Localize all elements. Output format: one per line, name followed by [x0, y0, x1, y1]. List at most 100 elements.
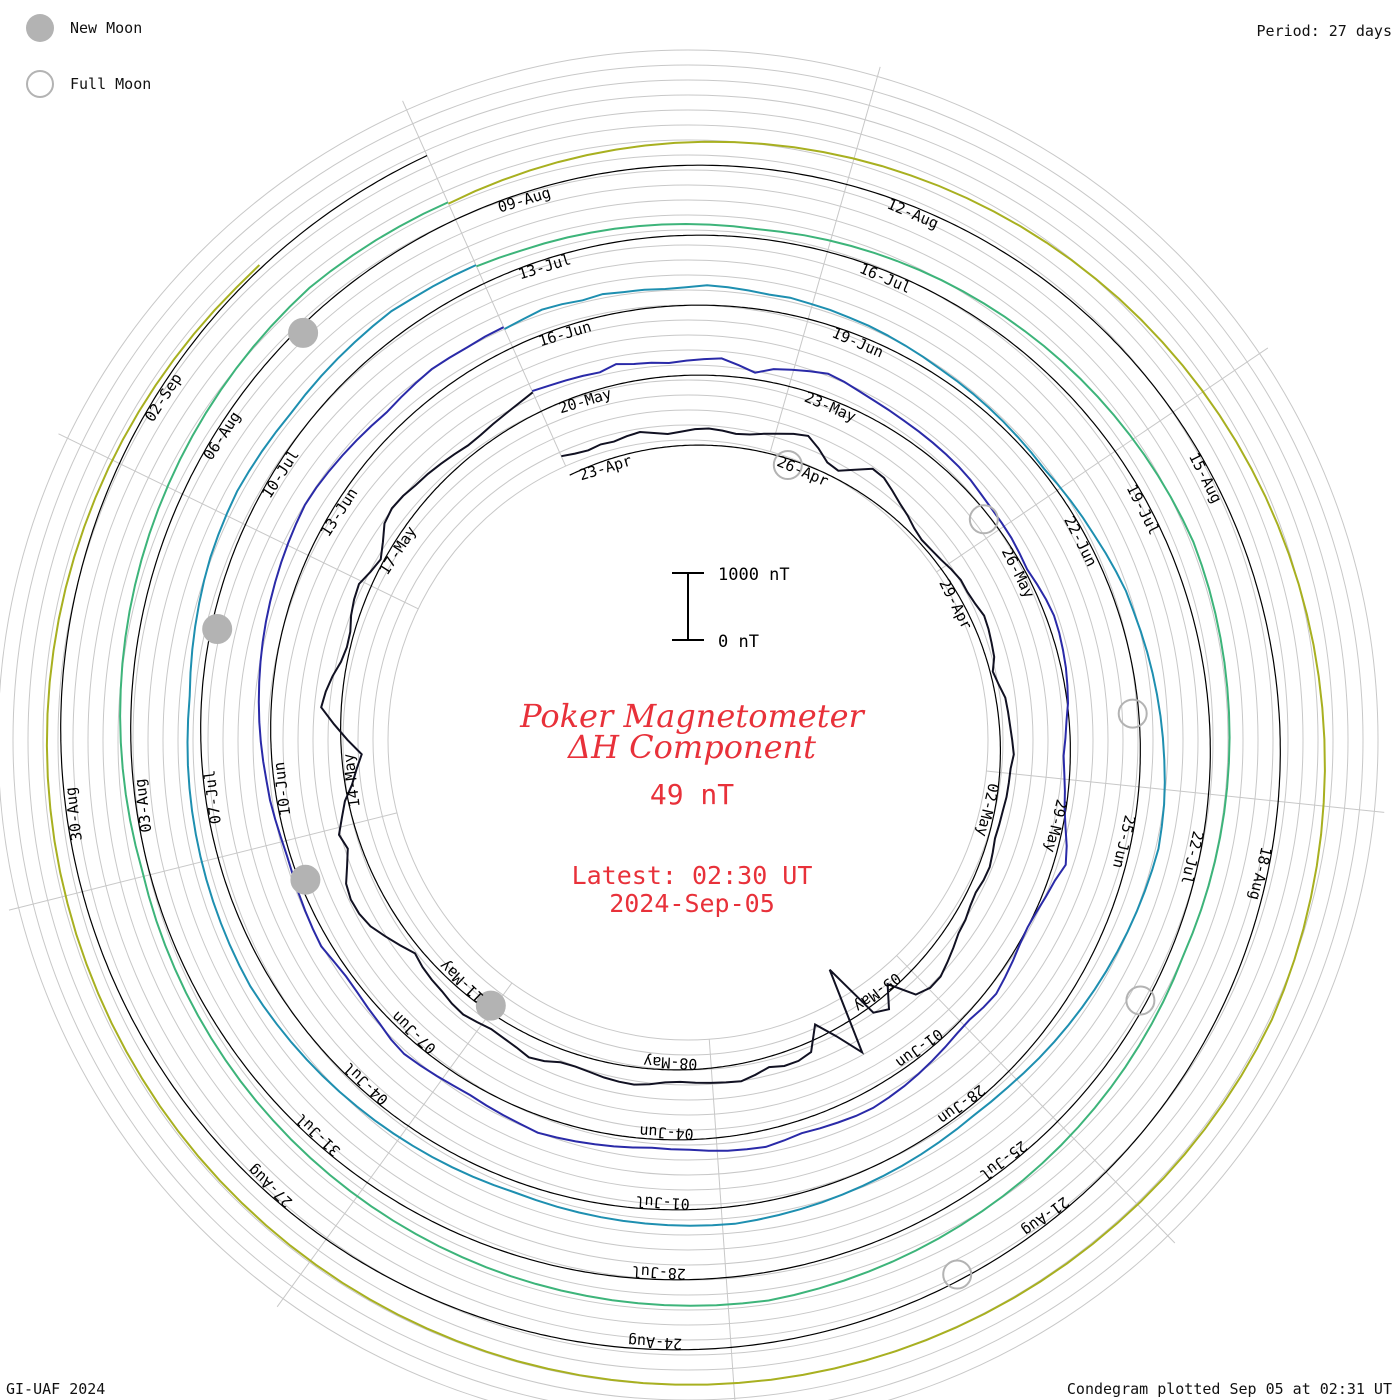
- grid-ring: [72, 124, 1304, 1356]
- grid-ring: [162, 214, 1214, 1266]
- series-line-rotation-2: [257, 326, 1070, 1152]
- grid-ring: [117, 169, 1259, 1311]
- grid-ring: [57, 109, 1319, 1371]
- full-moon-marker: [1117, 698, 1148, 729]
- date-label: 22-Jul: [1177, 829, 1207, 886]
- grid-ring: [372, 424, 1004, 1056]
- scale-bar: 1000 nT 0 nT: [672, 565, 790, 652]
- baseline-layer: [60, 155, 1281, 1351]
- current-value: 49 nT: [650, 778, 734, 811]
- series-line-rotation-1: [320, 391, 1015, 1086]
- grid-ring: [312, 364, 1064, 1116]
- date-label: 27-Aug: [244, 1161, 296, 1211]
- grid-layer: [0, 49, 1379, 1400]
- legend-new-moon-label: New Moon: [70, 19, 143, 37]
- day-spoke: [936, 347, 1269, 573]
- day-spoke: [896, 955, 1176, 1244]
- grid-ring: [237, 289, 1139, 1191]
- legend-full-moon-label: Full Moon: [70, 75, 152, 93]
- grid-ring: [87, 139, 1289, 1341]
- series-line-rotation-3: [186, 264, 1166, 1227]
- grid-ring: [27, 79, 1349, 1400]
- scale-top-label: 1000 nT: [718, 565, 790, 585]
- date-label: 28-Jul: [631, 1262, 686, 1283]
- date-label: 04-Jul: [340, 1059, 392, 1109]
- day-spoke: [8, 812, 398, 911]
- spoke-layer: [8, 66, 1385, 1400]
- date-label: 12-Aug: [884, 195, 941, 233]
- date-label: 19-Jul: [1123, 481, 1164, 537]
- scale-bottom-label: 0 nT: [718, 632, 759, 652]
- grid-ring: [342, 394, 1034, 1086]
- day-spoke: [708, 1039, 736, 1400]
- date-label: 24-Aug: [627, 1332, 682, 1353]
- date-label: 04-Jun: [639, 1122, 694, 1143]
- grid-ring: [267, 319, 1109, 1161]
- date-label: 01-Jul: [635, 1192, 690, 1213]
- series-line-rotation-4: [119, 201, 1231, 1307]
- day-spoke: [769, 66, 881, 452]
- date-label: 13-Jul: [516, 250, 573, 283]
- day-spoke: [276, 982, 513, 1308]
- date-label: 07-Jun: [388, 1008, 440, 1058]
- date-label: 23-May: [802, 388, 859, 426]
- date-label: 31-Jul: [292, 1110, 344, 1160]
- period-label: Period: 27 days: [1256, 22, 1392, 40]
- legend-new-moon: New Moon: [26, 14, 142, 42]
- grid-ring: [327, 379, 1049, 1101]
- full-moon-icon: [26, 70, 54, 98]
- grid-ring: [12, 64, 1364, 1400]
- moon-layer: [202, 317, 1156, 1290]
- grid-ring: [177, 229, 1199, 1251]
- new-moon-marker: [288, 317, 319, 348]
- full-moon-marker: [1125, 985, 1156, 1016]
- full-moon-marker: [968, 504, 999, 535]
- chart-title-line2: ΔH Component: [566, 728, 816, 766]
- date-label: 26-Apr: [774, 452, 831, 490]
- grid-ring: [222, 274, 1154, 1206]
- full-moon-marker: [772, 450, 803, 480]
- date-label: 20-May: [557, 384, 614, 417]
- series-layer: [45, 140, 1326, 1386]
- plot-timestamp: Condegram plotted Sep 05 at 02:31 UT: [1066, 1380, 1392, 1398]
- grid-ring: [0, 49, 1379, 1400]
- date-label: 15-Aug: [1185, 450, 1226, 506]
- baseline-spiral: [60, 155, 1281, 1351]
- date-label: 07-Jul: [200, 769, 224, 825]
- date-label: 08-May: [643, 1052, 698, 1073]
- grid-ring: [387, 439, 989, 1041]
- day-spoke: [58, 433, 419, 610]
- grid-ring: [192, 244, 1184, 1236]
- credit-label: GI-UAF 2024: [6, 1380, 106, 1398]
- new-moon-marker: [475, 990, 506, 1021]
- grid-ring: [132, 184, 1244, 1296]
- day-spoke: [986, 770, 1385, 813]
- date-label: 29-Apr: [935, 576, 976, 632]
- date-label: 13-Jun: [317, 485, 362, 540]
- date-label: 21-Aug: [1018, 1193, 1072, 1240]
- date-label: 25-Jul: [976, 1137, 1030, 1184]
- chart-title-line1: Poker Magnetometer: [519, 697, 865, 735]
- date-label: 18-Aug: [1245, 845, 1275, 902]
- latest-date: 2024-Sep-05: [609, 889, 775, 918]
- legend-full-moon: Full Moon: [26, 70, 151, 98]
- date-label: 16-Jun: [536, 317, 593, 350]
- date-label: 05-May: [850, 969, 904, 1016]
- date-label: 25-Jun: [1109, 813, 1139, 870]
- series-line-rotation-5: [45, 140, 1326, 1386]
- date-label: 23-Apr: [577, 451, 634, 484]
- date-label: 26-May: [998, 545, 1039, 601]
- grid-ring: [102, 154, 1274, 1326]
- date-label: 09-Aug: [496, 183, 553, 216]
- full-moon-marker: [942, 1259, 973, 1290]
- date-label: 03-Aug: [131, 778, 155, 834]
- date-label: 11-May: [436, 956, 488, 1006]
- latest-time: Latest: 02:30 UT: [572, 861, 813, 890]
- date-label: 22-Jun: [1060, 513, 1101, 569]
- new-moon-marker: [290, 864, 321, 895]
- grid-ring: [297, 349, 1079, 1131]
- grid-ring: [282, 334, 1094, 1146]
- new-moon-marker: [202, 614, 233, 644]
- grid-ring: [207, 259, 1169, 1221]
